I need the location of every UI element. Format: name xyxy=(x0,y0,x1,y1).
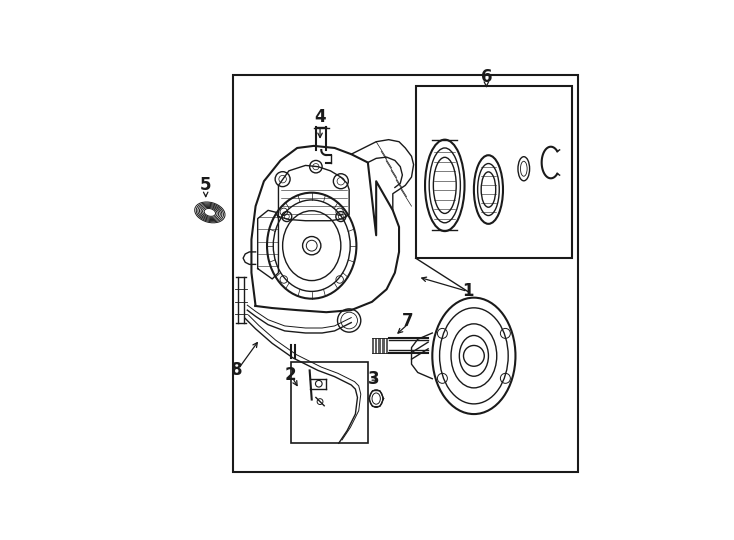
Text: 6: 6 xyxy=(481,68,492,86)
Text: 7: 7 xyxy=(401,312,413,329)
Bar xyxy=(291,362,368,443)
Bar xyxy=(415,85,572,258)
Text: 1: 1 xyxy=(462,282,473,300)
Circle shape xyxy=(302,237,321,255)
Text: 4: 4 xyxy=(314,108,326,126)
Bar xyxy=(233,75,578,472)
Text: 5: 5 xyxy=(200,177,211,194)
Text: 3: 3 xyxy=(368,370,380,388)
Text: 2: 2 xyxy=(285,366,297,383)
Text: 8: 8 xyxy=(231,361,243,380)
Circle shape xyxy=(463,346,484,366)
